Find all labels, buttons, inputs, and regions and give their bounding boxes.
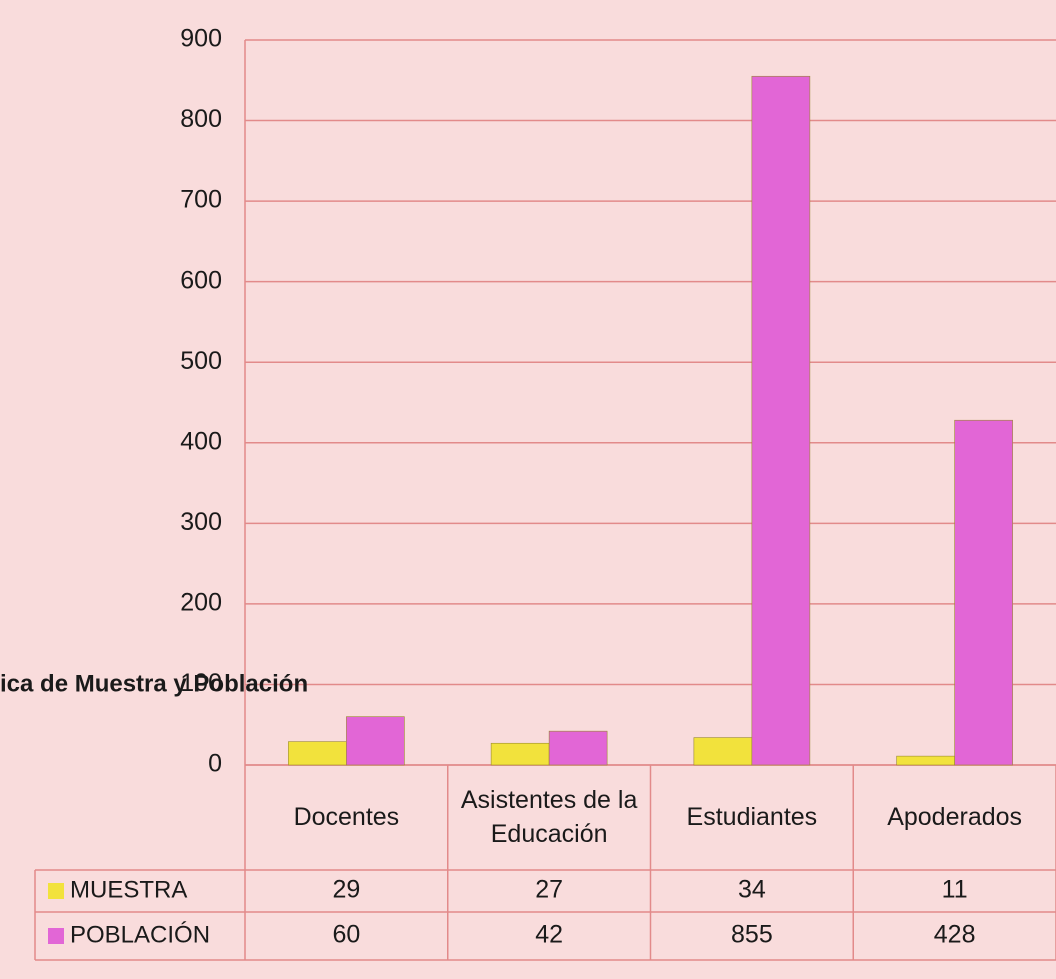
y-tick-label: 600 <box>180 266 222 294</box>
y-tick-label: 200 <box>180 588 222 616</box>
x-tick-label: Asistentes de la Educación <box>460 785 638 848</box>
x-tick-label: Apoderados <box>887 802 1023 831</box>
bar <box>896 755 955 766</box>
chart-title: ica de Muestra y Población <box>0 670 308 697</box>
legend-swatch <box>48 928 64 944</box>
y-tick-label: 100 <box>180 669 222 697</box>
bar <box>288 741 347 766</box>
table-value: 27 <box>535 876 563 904</box>
bar <box>490 742 550 766</box>
x-tick-label: Docentes <box>293 802 400 831</box>
legend-label: MUESTRA <box>70 876 187 903</box>
table-value: 60 <box>332 921 360 949</box>
table-value: 11 <box>942 876 968 904</box>
table-value: 42 <box>535 921 563 949</box>
bar <box>751 75 811 766</box>
y-tick-label: 900 <box>180 25 222 53</box>
y-tick-label: 400 <box>180 427 222 455</box>
y-tick-label: 500 <box>180 347 222 375</box>
legend-label: POBLACIÓN <box>70 921 210 948</box>
table-value: 855 <box>731 921 773 949</box>
table-value: 428 <box>934 921 976 949</box>
bar <box>346 716 405 766</box>
bar <box>954 419 1013 766</box>
y-tick-label: 300 <box>180 508 222 536</box>
y-tick-label: 0 <box>208 750 222 778</box>
y-tick-label: 700 <box>180 186 222 214</box>
bar <box>693 737 753 766</box>
legend-swatch <box>48 883 64 899</box>
table-value: 34 <box>738 876 766 904</box>
bar <box>548 730 608 766</box>
y-tick-label: 800 <box>180 105 222 133</box>
x-tick-label: Estudiantes <box>686 802 818 831</box>
table-value: 29 <box>332 876 360 904</box>
